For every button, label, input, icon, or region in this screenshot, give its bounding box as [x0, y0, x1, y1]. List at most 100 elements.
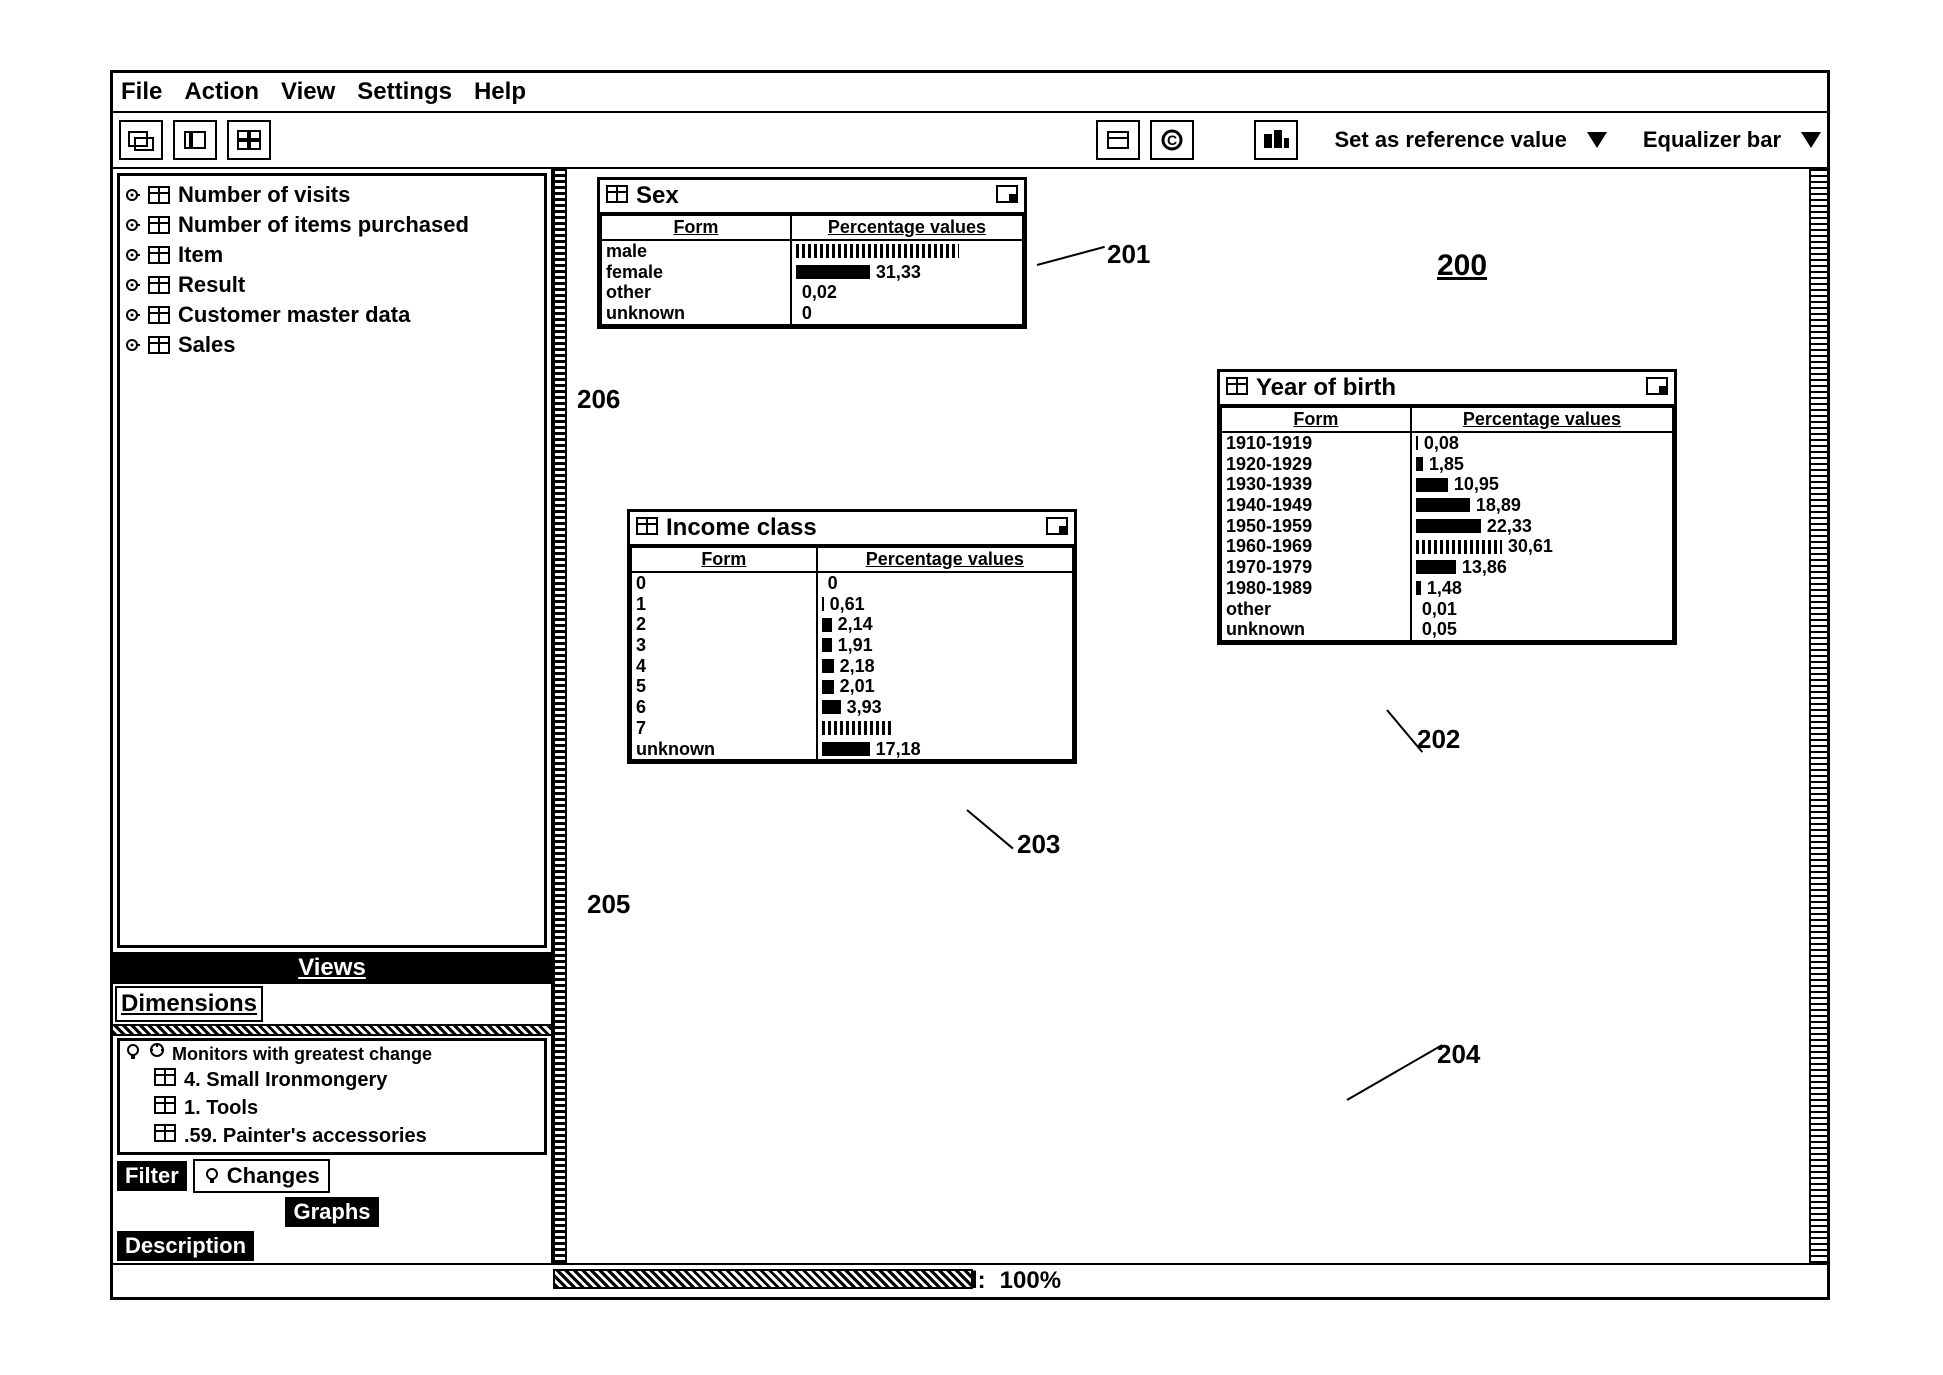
- table-row[interactable]: unknown0,05: [1221, 619, 1673, 641]
- monitor-item[interactable]: 1. Tools: [124, 1094, 540, 1122]
- toolbar-btn-2[interactable]: [173, 120, 217, 160]
- row-label: 7: [631, 718, 817, 739]
- ref-dropdown-icon[interactable]: [1587, 132, 1607, 148]
- table-row[interactable]: 31,91: [631, 635, 1073, 656]
- right-scrollbar[interactable]: [1809, 169, 1827, 1263]
- row-value: 17,18: [876, 739, 921, 760]
- tree-item[interactable]: Customer master data: [124, 300, 540, 330]
- table-row[interactable]: other0,02: [601, 282, 1023, 303]
- row-value-cell: 0: [791, 303, 1023, 325]
- tab-graphs[interactable]: Graphs: [285, 1197, 378, 1227]
- tree-item[interactable]: Result: [124, 270, 540, 300]
- toolbar-btn-1[interactable]: [119, 120, 163, 160]
- row-value-cell: 0,02: [791, 282, 1023, 303]
- table-row[interactable]: 00: [631, 572, 1073, 594]
- tab-changes[interactable]: Changes: [193, 1159, 330, 1193]
- window-control-icon[interactable]: [996, 182, 1018, 210]
- row-value: 0,02: [802, 282, 837, 303]
- table-row[interactable]: 7: [631, 718, 1073, 739]
- bar: [1416, 457, 1423, 471]
- row-value-cell: 2,14: [817, 614, 1073, 635]
- table-row[interactable]: 22,14: [631, 614, 1073, 635]
- row-value: 0,01: [1422, 599, 1457, 620]
- tree-item[interactable]: Number of items purchased: [124, 210, 540, 240]
- bar: [822, 680, 834, 694]
- row-value: 30,61: [1508, 536, 1553, 557]
- toolbar-btn-6[interactable]: [1254, 120, 1298, 160]
- row-label: 4: [631, 656, 817, 677]
- table-row[interactable]: 1980-19891,48: [1221, 578, 1673, 599]
- table-row[interactable]: female31,33: [601, 262, 1023, 283]
- table-row[interactable]: 1960-196930,61: [1221, 536, 1673, 557]
- tree-item-label: Number of visits: [178, 182, 350, 208]
- col-pct: Percentage values: [817, 547, 1073, 572]
- row-value-cell: 22,33: [1411, 516, 1673, 537]
- tab-description[interactable]: Description: [117, 1231, 254, 1261]
- col-pct: Percentage values: [791, 215, 1023, 240]
- toolbar-eq-label: Equalizer bar: [1643, 127, 1781, 153]
- toolbar: C Set as reference value Equalizer bar: [113, 113, 1827, 169]
- window-sex[interactable]: Sex Form Percentage values malefemale31,…: [597, 177, 1027, 329]
- menu-help[interactable]: Help: [474, 78, 526, 106]
- views-section[interactable]: Views: [113, 952, 551, 984]
- monitors-title: Monitors with greatest change: [172, 1044, 432, 1065]
- table-icon: [148, 246, 170, 264]
- window-income-title: Income class: [666, 514, 817, 542]
- row-label: 1970-1979: [1221, 557, 1411, 578]
- table-row[interactable]: male: [601, 240, 1023, 262]
- table-row[interactable]: other 0,01: [1221, 599, 1673, 620]
- statusbar: Selected: 100%: [113, 1263, 1827, 1297]
- bar: [1416, 540, 1502, 554]
- table-row[interactable]: 1950-195922,33: [1221, 516, 1673, 537]
- menu-action[interactable]: Action: [184, 78, 259, 106]
- table-row[interactable]: 1970-197913,86: [1221, 557, 1673, 578]
- window-yob[interactable]: Year of birth Form Percentage values 191…: [1217, 369, 1677, 645]
- toolbar-ref-label: Set as reference value: [1334, 127, 1566, 153]
- status-hatch: [553, 1269, 973, 1289]
- tree-item[interactable]: Item: [124, 240, 540, 270]
- toolbar-btn-3[interactable]: [227, 120, 271, 160]
- row-label: 1: [631, 594, 817, 615]
- menu-settings[interactable]: Settings: [357, 78, 452, 106]
- tab-filter[interactable]: Filter: [117, 1161, 187, 1191]
- bar: [1416, 581, 1421, 595]
- table-row[interactable]: 1910-19190,08: [1221, 432, 1673, 454]
- table-row[interactable]: 63,93: [631, 697, 1073, 718]
- bar: [1416, 436, 1418, 450]
- window-income[interactable]: Income class Form Percentage values 0010…: [627, 509, 1077, 764]
- row-label: other: [1221, 599, 1411, 620]
- toolbar-btn-5[interactable]: C: [1150, 120, 1194, 160]
- tree-item[interactable]: Sales: [124, 330, 540, 360]
- table-icon: [148, 306, 170, 324]
- expand-icon: [124, 217, 140, 233]
- window-control-icon[interactable]: [1046, 514, 1068, 542]
- row-label: 5: [631, 676, 817, 697]
- row-value: 3,93: [847, 697, 882, 718]
- callout-201: 201: [1107, 239, 1150, 270]
- table-row[interactable]: 52,01: [631, 676, 1073, 697]
- menu-file[interactable]: File: [121, 78, 162, 106]
- bar: [796, 265, 870, 279]
- dimensions-section[interactable]: Dimensions: [115, 986, 263, 1022]
- table-row[interactable]: 42,18: [631, 656, 1073, 677]
- toolbar-btn-4[interactable]: [1096, 120, 1140, 160]
- col-form: Form: [1221, 407, 1411, 432]
- table-row[interactable]: 10,61: [631, 594, 1073, 615]
- table-row[interactable]: 1940-194918,89: [1221, 495, 1673, 516]
- row-label: unknown: [631, 739, 817, 761]
- monitor-item[interactable]: 4. Small Ironmongery: [124, 1066, 540, 1094]
- tree-item[interactable]: Number of visits: [124, 180, 540, 210]
- vertical-splitter[interactable]: [553, 169, 567, 1263]
- row-value: 0,05: [1422, 619, 1457, 640]
- table-row[interactable]: unknown 17,18: [631, 739, 1073, 761]
- monitor-item[interactable]: .59. Painter's accessories: [124, 1122, 540, 1150]
- row-value: 22,33: [1487, 516, 1532, 537]
- table-row[interactable]: 1930-193910,95: [1221, 474, 1673, 495]
- menu-view[interactable]: View: [281, 78, 335, 106]
- window-control-icon[interactable]: [1646, 374, 1668, 402]
- table-row[interactable]: unknown0: [601, 303, 1023, 325]
- table-row[interactable]: 1920-19291,85: [1221, 454, 1673, 475]
- bulb-icon-3: [203, 1167, 221, 1185]
- bar: [822, 597, 824, 611]
- eq-dropdown-icon[interactable]: [1801, 132, 1821, 148]
